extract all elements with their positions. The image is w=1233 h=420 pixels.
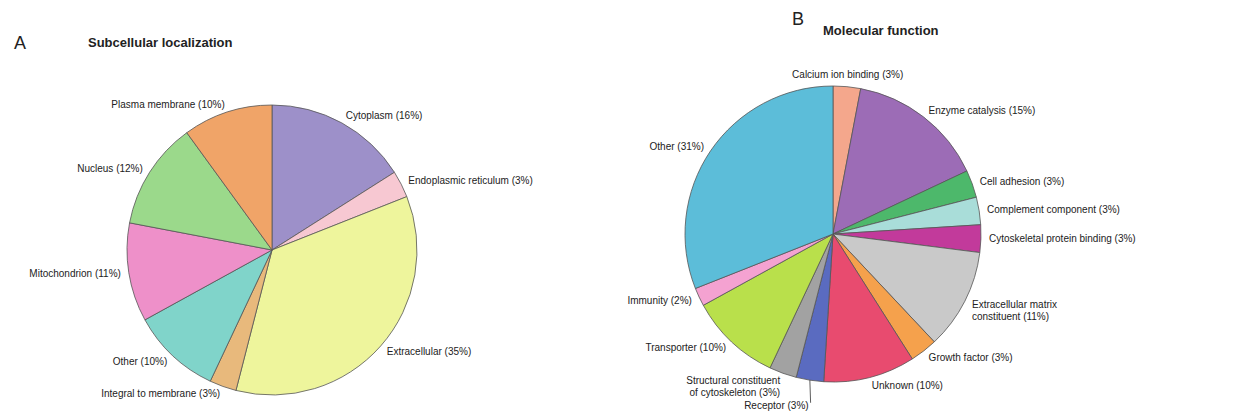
slice-label: Receptor (3%) bbox=[744, 400, 808, 411]
slice-labels: Cytoplasm (16%) Endoplasmic reticulum (3%… bbox=[29, 99, 532, 399]
slice-label: Extracellular (35%) bbox=[387, 346, 471, 357]
slice-label: Plasma membrane (10%) bbox=[111, 99, 224, 110]
slice-labels: Calcium ion binding (3%) Enzyme catalysis… bbox=[627, 69, 1135, 411]
chart-title: Molecular function bbox=[823, 23, 939, 38]
pie-slices bbox=[127, 105, 417, 395]
slice-label: Calcium ion binding (3%) bbox=[792, 69, 903, 80]
slice-label: Other (10%) bbox=[113, 356, 167, 367]
slice-label: Nucleus (12%) bbox=[77, 163, 143, 174]
slice-label: Structural constituentof cytoskeleton (3… bbox=[686, 375, 780, 398]
pie-slices bbox=[685, 86, 981, 382]
slice-label: Cytoskeletal protein binding (3%) bbox=[989, 233, 1136, 244]
chart-panel: A Subcellular localization Cytoplasm (16%)… bbox=[14, 33, 533, 399]
leader-line bbox=[809, 380, 811, 403]
slice-label: Complement component (3%) bbox=[987, 204, 1120, 215]
chart-panel: B Molecular function Calcium ion binding (… bbox=[627, 9, 1135, 411]
slice-label: Enzyme catalysis (15%) bbox=[929, 105, 1036, 116]
slice-label: Integral to membrane (3%) bbox=[101, 388, 220, 399]
pie-slice bbox=[685, 86, 833, 288]
slice-label: Mitochondrion (11%) bbox=[29, 268, 121, 279]
slice-label: Growth factor (3%) bbox=[929, 352, 1013, 363]
slice-label: Unknown (10%) bbox=[872, 380, 943, 391]
figure: A Subcellular localization Cytoplasm (16%)… bbox=[0, 0, 1233, 420]
slice-label: Transporter (10%) bbox=[645, 342, 726, 353]
chart-title: Subcellular localization bbox=[88, 35, 233, 50]
slice-label: Immunity (2%) bbox=[627, 295, 691, 306]
slice-label: Endoplasmic reticulum (3%) bbox=[408, 175, 532, 186]
slice-label: Other (31%) bbox=[650, 141, 704, 152]
panel-label: B bbox=[792, 9, 804, 29]
slice-label: Extracellular matrixconstituent (11%) bbox=[972, 299, 1057, 322]
slice-label: Cell adhesion (3%) bbox=[980, 176, 1064, 187]
pie-slice bbox=[824, 234, 913, 382]
pie-slice bbox=[187, 105, 272, 250]
panel-label: A bbox=[14, 33, 26, 53]
slice-label: Cytoplasm (16%) bbox=[346, 110, 423, 121]
